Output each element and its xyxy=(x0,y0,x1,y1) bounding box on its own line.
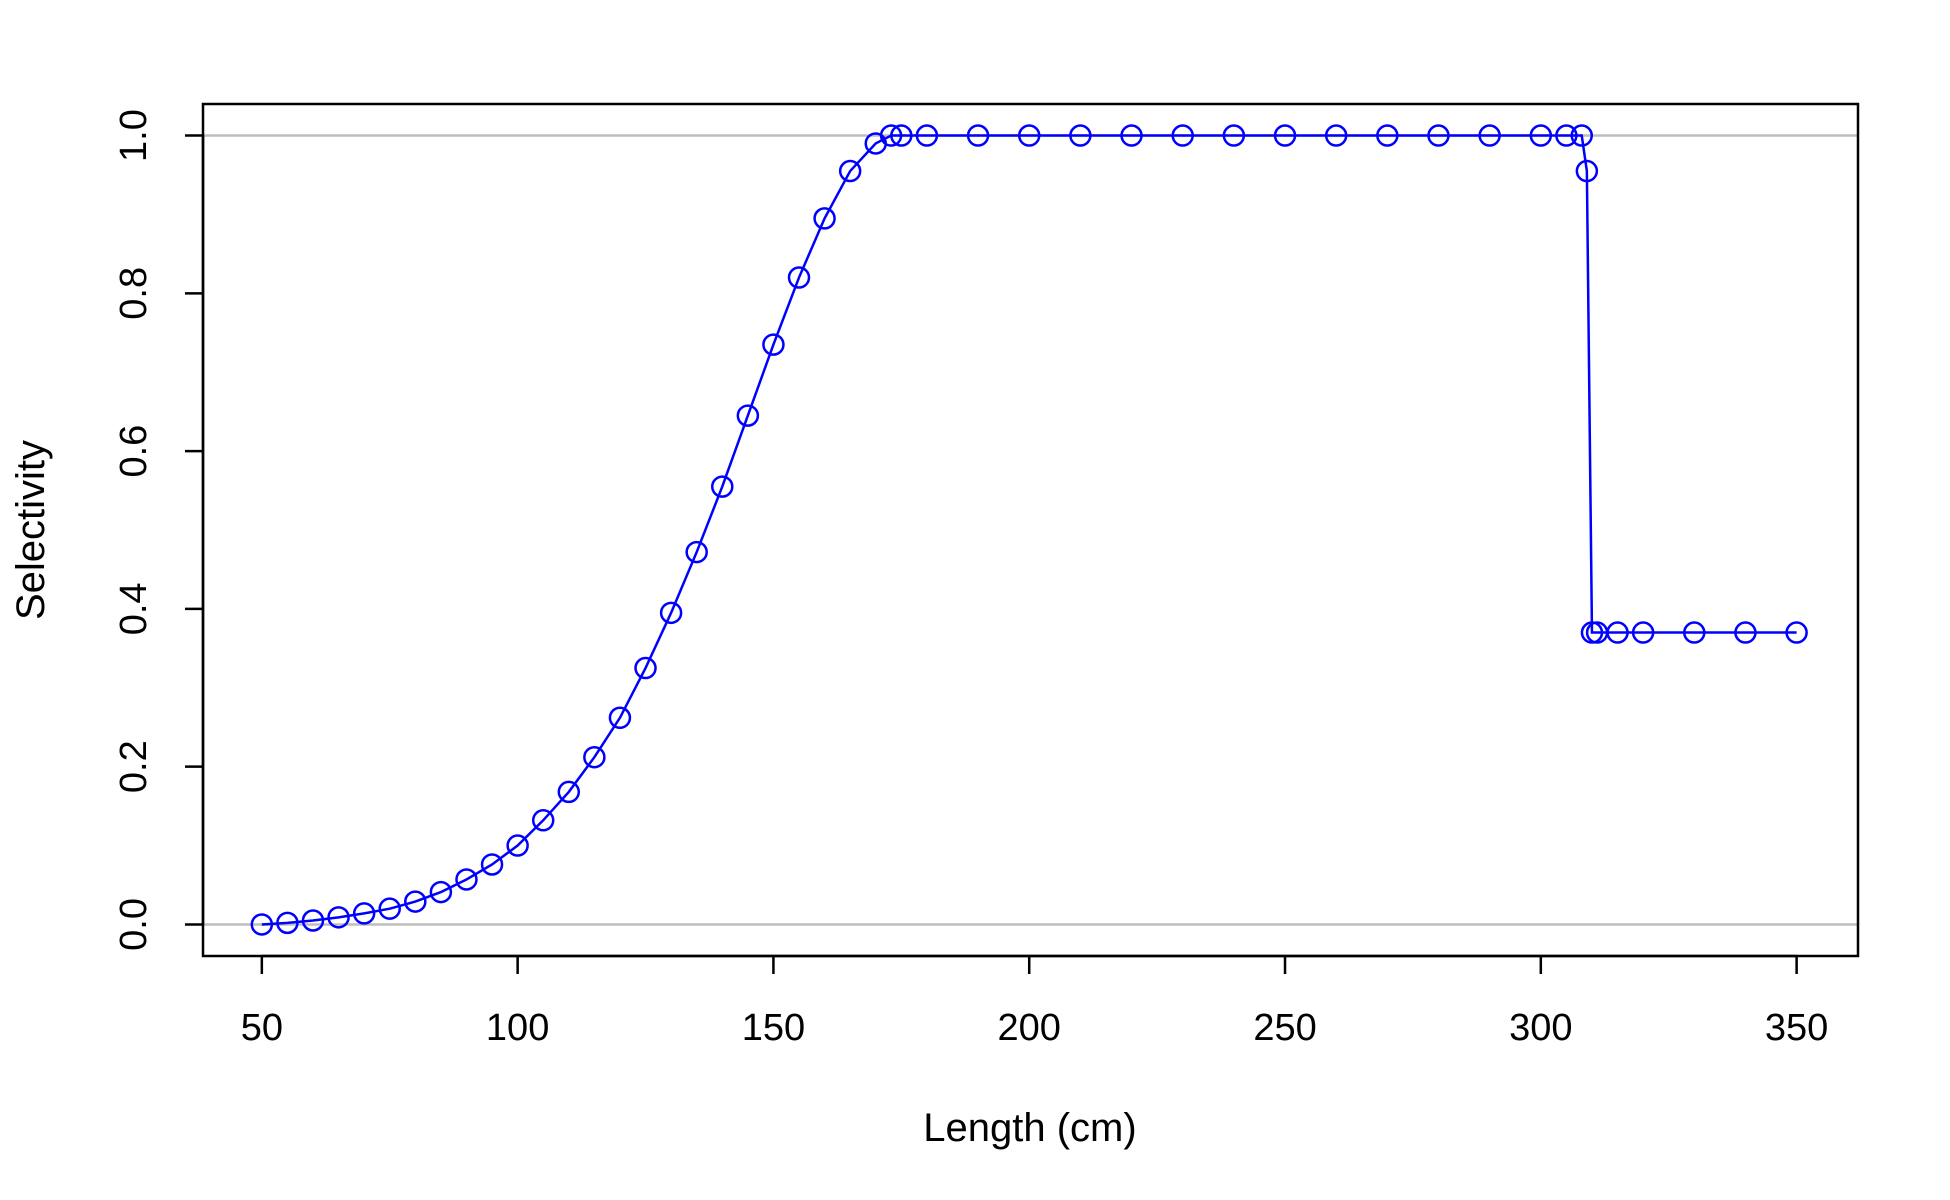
x-tick-label: 200 xyxy=(998,1007,1061,1049)
data-point xyxy=(762,333,785,356)
x-tick-label: 250 xyxy=(1253,1007,1316,1049)
data-point xyxy=(378,897,401,920)
data-point xyxy=(838,159,862,183)
x-tick-label: 50 xyxy=(241,1007,283,1049)
data-point xyxy=(1222,124,1246,147)
data-point xyxy=(890,124,913,147)
y-axis-title: Selectivity xyxy=(9,440,53,620)
data-point xyxy=(250,913,274,936)
data-point xyxy=(506,834,529,857)
y-axis: 0.0 0.2 0.4 0.6 0.8 1.0 xyxy=(113,109,205,951)
data-point xyxy=(915,124,939,147)
data-point xyxy=(1017,124,1041,147)
data-point xyxy=(1324,124,1348,147)
data-point xyxy=(583,745,606,769)
data-point xyxy=(301,909,325,932)
data-point xyxy=(557,780,581,804)
x-axis: 50 100 150 200 250 300 350 xyxy=(241,954,1828,1049)
data-point xyxy=(685,540,708,564)
data-point xyxy=(455,868,478,891)
x-tick-label: 100 xyxy=(486,1007,549,1049)
data-point xyxy=(429,880,453,904)
data-point xyxy=(480,853,504,876)
x-axis-title: Length (cm) xyxy=(923,1106,1136,1150)
data-point xyxy=(1478,124,1501,147)
data-point xyxy=(404,890,427,913)
data-point xyxy=(736,404,760,427)
data-point xyxy=(1606,621,1629,644)
y-tick-label: 0.2 xyxy=(113,740,155,793)
data-point xyxy=(1427,124,1450,147)
y-tick-label: 0.8 xyxy=(113,267,155,320)
data-point xyxy=(711,475,734,498)
x-tick-label: 150 xyxy=(742,1007,805,1049)
data-point xyxy=(879,124,903,147)
data-point xyxy=(634,656,657,680)
data-point xyxy=(1529,124,1553,147)
y-tick-label: 1.0 xyxy=(113,109,155,162)
data-point xyxy=(1273,124,1297,147)
data-series xyxy=(250,124,1808,936)
data-point xyxy=(1171,124,1194,147)
data-point xyxy=(608,706,632,730)
data-point xyxy=(1555,124,1578,147)
y-tick-label: 0.4 xyxy=(113,582,155,635)
data-point xyxy=(531,809,555,832)
data-point xyxy=(1570,124,1593,147)
data-point xyxy=(1683,621,1706,644)
data-point xyxy=(1785,621,1808,644)
plot-frame xyxy=(201,102,1860,958)
data-point xyxy=(966,124,990,147)
series-line-0 xyxy=(261,134,1797,926)
data-point xyxy=(1376,124,1399,147)
data-point xyxy=(659,601,683,625)
y-tick-label: 0.0 xyxy=(113,898,155,951)
reference-lines xyxy=(203,134,1858,926)
x-tick-label: 350 xyxy=(1765,1007,1828,1049)
data-point xyxy=(787,266,811,289)
data-point xyxy=(1734,621,1757,644)
data-point xyxy=(1631,621,1655,644)
data-point xyxy=(276,911,299,935)
y-tick-label: 0.6 xyxy=(113,425,155,478)
data-point xyxy=(1575,159,1599,183)
data-point xyxy=(813,207,836,230)
data-point xyxy=(327,906,350,929)
data-point xyxy=(1120,124,1143,147)
data-point xyxy=(1069,124,1092,147)
data-point xyxy=(352,902,376,925)
x-tick-label: 300 xyxy=(1509,1007,1572,1049)
